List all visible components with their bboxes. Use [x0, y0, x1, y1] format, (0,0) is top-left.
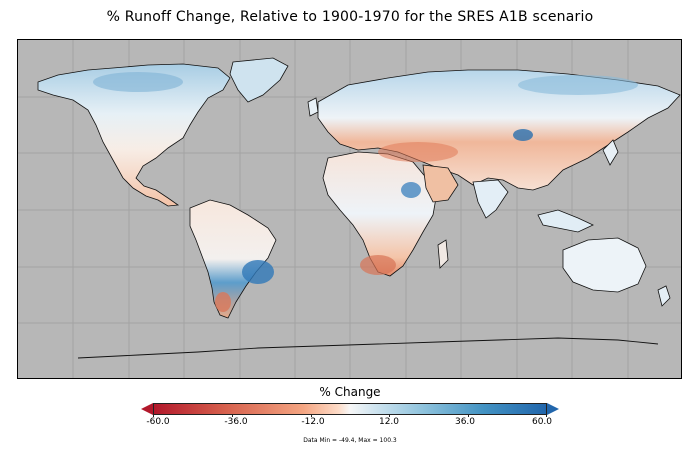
region-arabia — [422, 164, 459, 203]
continent-greenland — [229, 57, 289, 103]
continent-south-america — [189, 199, 277, 319]
colorbar-min-extend-arrow — [141, 403, 153, 415]
map-title: % Runoff Change, Relative to 1900-1970 f… — [106, 9, 594, 25]
colorbar-tick-mark — [232, 414, 233, 417]
colorbar-tick-label: -12.0 — [301, 417, 325, 427]
region-indonesia — [537, 209, 594, 233]
colorbar-label: % Change — [319, 385, 381, 399]
anomaly-arctic-wet — [93, 72, 183, 92]
continent-australia — [562, 237, 647, 293]
colorbar-tick-label: -60.0 — [146, 417, 170, 427]
colorbar-tick-mark — [546, 414, 547, 417]
colorbar-tick-mark — [468, 414, 469, 417]
anomaly-siberia-wet — [518, 75, 638, 95]
region-japan — [602, 139, 619, 166]
anomaly-southern-africa-dry — [360, 255, 396, 275]
colorbar-tick-label: 12.0 — [378, 417, 400, 427]
antarctica-coastline — [77, 337, 659, 359]
colorbar — [140, 403, 560, 417]
region-british-isles — [307, 97, 319, 117]
anomaly-east-africa-wet — [401, 182, 421, 198]
colorbar-tick-label: 36.0 — [454, 417, 476, 427]
region-madagascar — [437, 239, 449, 269]
region-new-zealand — [657, 285, 671, 307]
colorbar-tick-mark — [389, 414, 390, 417]
colorbar-tick-label: -36.0 — [224, 417, 248, 427]
colorbar-tick-mark — [153, 414, 154, 417]
anomaly-patagonia-dry — [215, 292, 231, 312]
anomaly-central-asia-wet — [513, 129, 533, 141]
colorbar-tick-mark — [311, 414, 312, 417]
data-min-max-text: Data Min = -49.4, Max = 100.3 — [303, 437, 397, 444]
colorbar-gradient — [153, 403, 547, 415]
anomaly-mediterranean-dry — [378, 142, 458, 162]
region-india — [472, 179, 509, 219]
continent-north-america — [37, 63, 231, 207]
colorbar-tick-label: 60.0 — [531, 417, 553, 427]
anomaly-la-plata-wet — [242, 260, 274, 284]
world-map — [17, 39, 682, 379]
colorbar-max-extend-arrow — [547, 403, 559, 415]
